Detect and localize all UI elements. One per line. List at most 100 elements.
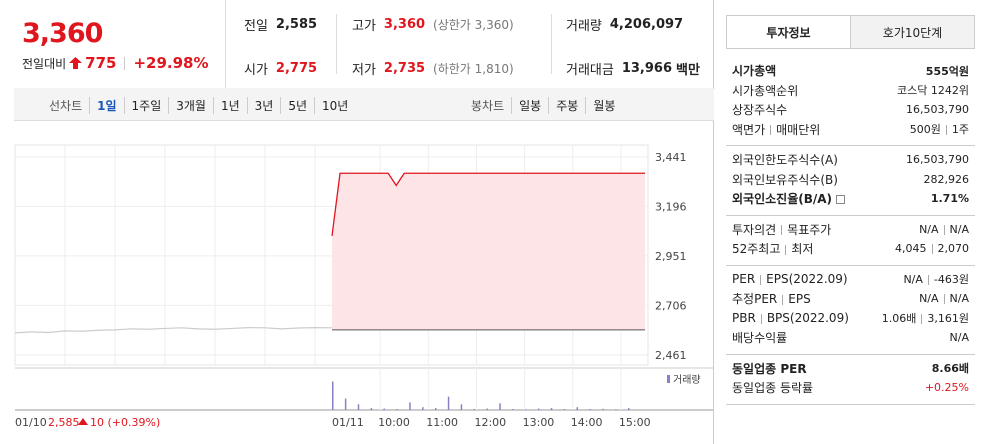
summary-label: 거래량 [566,19,602,34]
summary-value: 2,585 [275,17,318,32]
tab[interactable]: 10년 [314,97,355,114]
label-part: EPS [788,292,811,307]
pipe [943,294,945,305]
tab[interactable]: 호가10단계 [850,16,974,48]
info-value: 1.71% [931,192,969,205]
candle-tabs: 봉차트 일봉 주봉 월봉 [464,97,622,114]
label-part: EPS(2022.09) [766,272,848,287]
info-label: 배당수익률 [732,329,787,346]
change-row: 전일대비 775 +29.98% [22,54,209,72]
today-line [331,172,645,236]
value-part: 16,503,790 [906,103,969,117]
y-tick-label: 3,441 [655,151,687,164]
info-label: 외국인보유주식수(B) [732,171,838,188]
value-part: 16,503,790 [906,153,969,167]
info-label: 동일업종 PER [732,360,807,377]
value-part: 282,926 [923,172,970,186]
tab[interactable]: 일봉 [511,97,548,114]
info-row: 52주최고 최저 4,045 2,070 [732,239,969,259]
volume-bar [628,408,630,410]
summary-label: 거래대금 [566,63,614,78]
tab-label: 선차트 [49,99,83,113]
info-label: 외국인소진율(B/A) [732,190,846,207]
info-label: 투자의견 목표주가 [732,221,831,238]
pipe [782,294,784,305]
volume-bar [537,408,540,410]
label-part: BPS(2022.09) [766,311,849,326]
summary-value: 3,360 [383,17,426,32]
info-row: 외국인보유주식수(B) 282,926 [732,170,969,190]
x-tick-label: 12:00 [474,416,506,429]
up-arrow [69,57,83,69]
info-label: 시가총액 [732,62,776,79]
label-part: 시가총액 [732,64,777,79]
change: 775 [85,54,117,72]
label-part: 시가총액순위 [732,83,799,98]
value-part: 코스닥 1242위 [897,84,969,98]
volume-bar [357,404,360,410]
x-tick-label: 10:00 [378,416,410,429]
label-part: 추정PER [732,292,778,307]
volume-legend-swatch [667,375,670,383]
label-part: 외국인소진율(B/A) [732,192,833,207]
info-value: 282,926 [924,173,970,186]
x-tick-label: 01/11 [332,416,364,429]
volume-bar [512,409,514,410]
volume-bar [332,381,334,410]
volume-bar [396,409,398,410]
summary-item: 거래량 4,206,097 [566,15,683,34]
pipe [921,314,923,325]
info-row: PER EPS(2022.09) N/A -463원 [732,270,969,290]
pipe [781,225,783,236]
tab[interactable]: 1일 [89,97,123,114]
info-value: 8.66배 [932,360,969,376]
value-part: N/A [949,292,969,306]
info-row: 상장주식수 16,503,790 [732,100,969,120]
summary-label: 전일 [244,19,268,34]
info-label: 액면가 매매단위 [732,121,820,138]
volume-bar [563,409,566,410]
summary-item: 전일 2,585 [244,15,317,34]
tab[interactable]: 5년 [280,97,314,114]
summary-note: 백만 [676,63,700,78]
info-label: 시가총액순위 [732,82,798,99]
current-price: 3,360 [22,18,103,49]
label-part: 동일업종 PER [732,361,807,376]
volume-bar [486,408,488,410]
divider [551,14,552,74]
tab[interactable]: 3년 [246,97,281,114]
tab[interactable]: 1주일 [123,97,169,114]
change-label: 전일대비 [22,56,67,71]
info-row: 동일업종 PER 8.66배 [732,359,969,379]
label-part: 매매단위 [776,122,821,137]
y-tick-label: 2,951 [655,250,687,263]
tab[interactable]: 3개월 [168,97,213,114]
label-part: 목표주가 [787,222,832,237]
summary-value: 13,966 [621,61,673,76]
info-value: N/A N/A [919,292,969,305]
change-pct: +29.98% [133,54,209,72]
footer-close: 2,585 [48,416,80,429]
summary-label: 고가 [352,19,376,34]
prev-day-line [14,327,333,334]
summary-label: 시가 [244,63,268,78]
stock-panel: 3,360 전일대비 775 +29.98% 전일 2,585 고가 3,360 (상한… [14,0,715,444]
tab[interactable]: 1년 [212,97,247,114]
tab[interactable]: 투자정보 [727,16,850,48]
value-part: 4,045 [895,242,927,256]
chart-tabs: 선차트 1일 1주일 3개월 1년 3년 5년 10년 봉차트 일봉 주봉 월봉 [14,88,714,121]
help-icon[interactable] [836,195,846,205]
info-label: 상장주식수 [732,101,787,118]
summary-value: 2,735 [383,61,426,76]
info-row: 동일업종 등락률 +0.25% [732,378,969,398]
x-tick-label: 14:00 [571,416,603,429]
tab[interactable]: 월봉 [585,97,622,114]
tab-label: 봉차트 [471,99,505,113]
pipe [760,274,762,285]
info-row: 배당수익률 N/A [732,328,969,348]
volume-bar [460,404,463,410]
tab[interactable]: 주봉 [548,97,585,114]
summary-note: (상한가 3,360) [433,18,514,32]
info-value: 4,045 2,070 [895,242,969,255]
footer-change: 10 (+0.39%) [90,416,160,429]
